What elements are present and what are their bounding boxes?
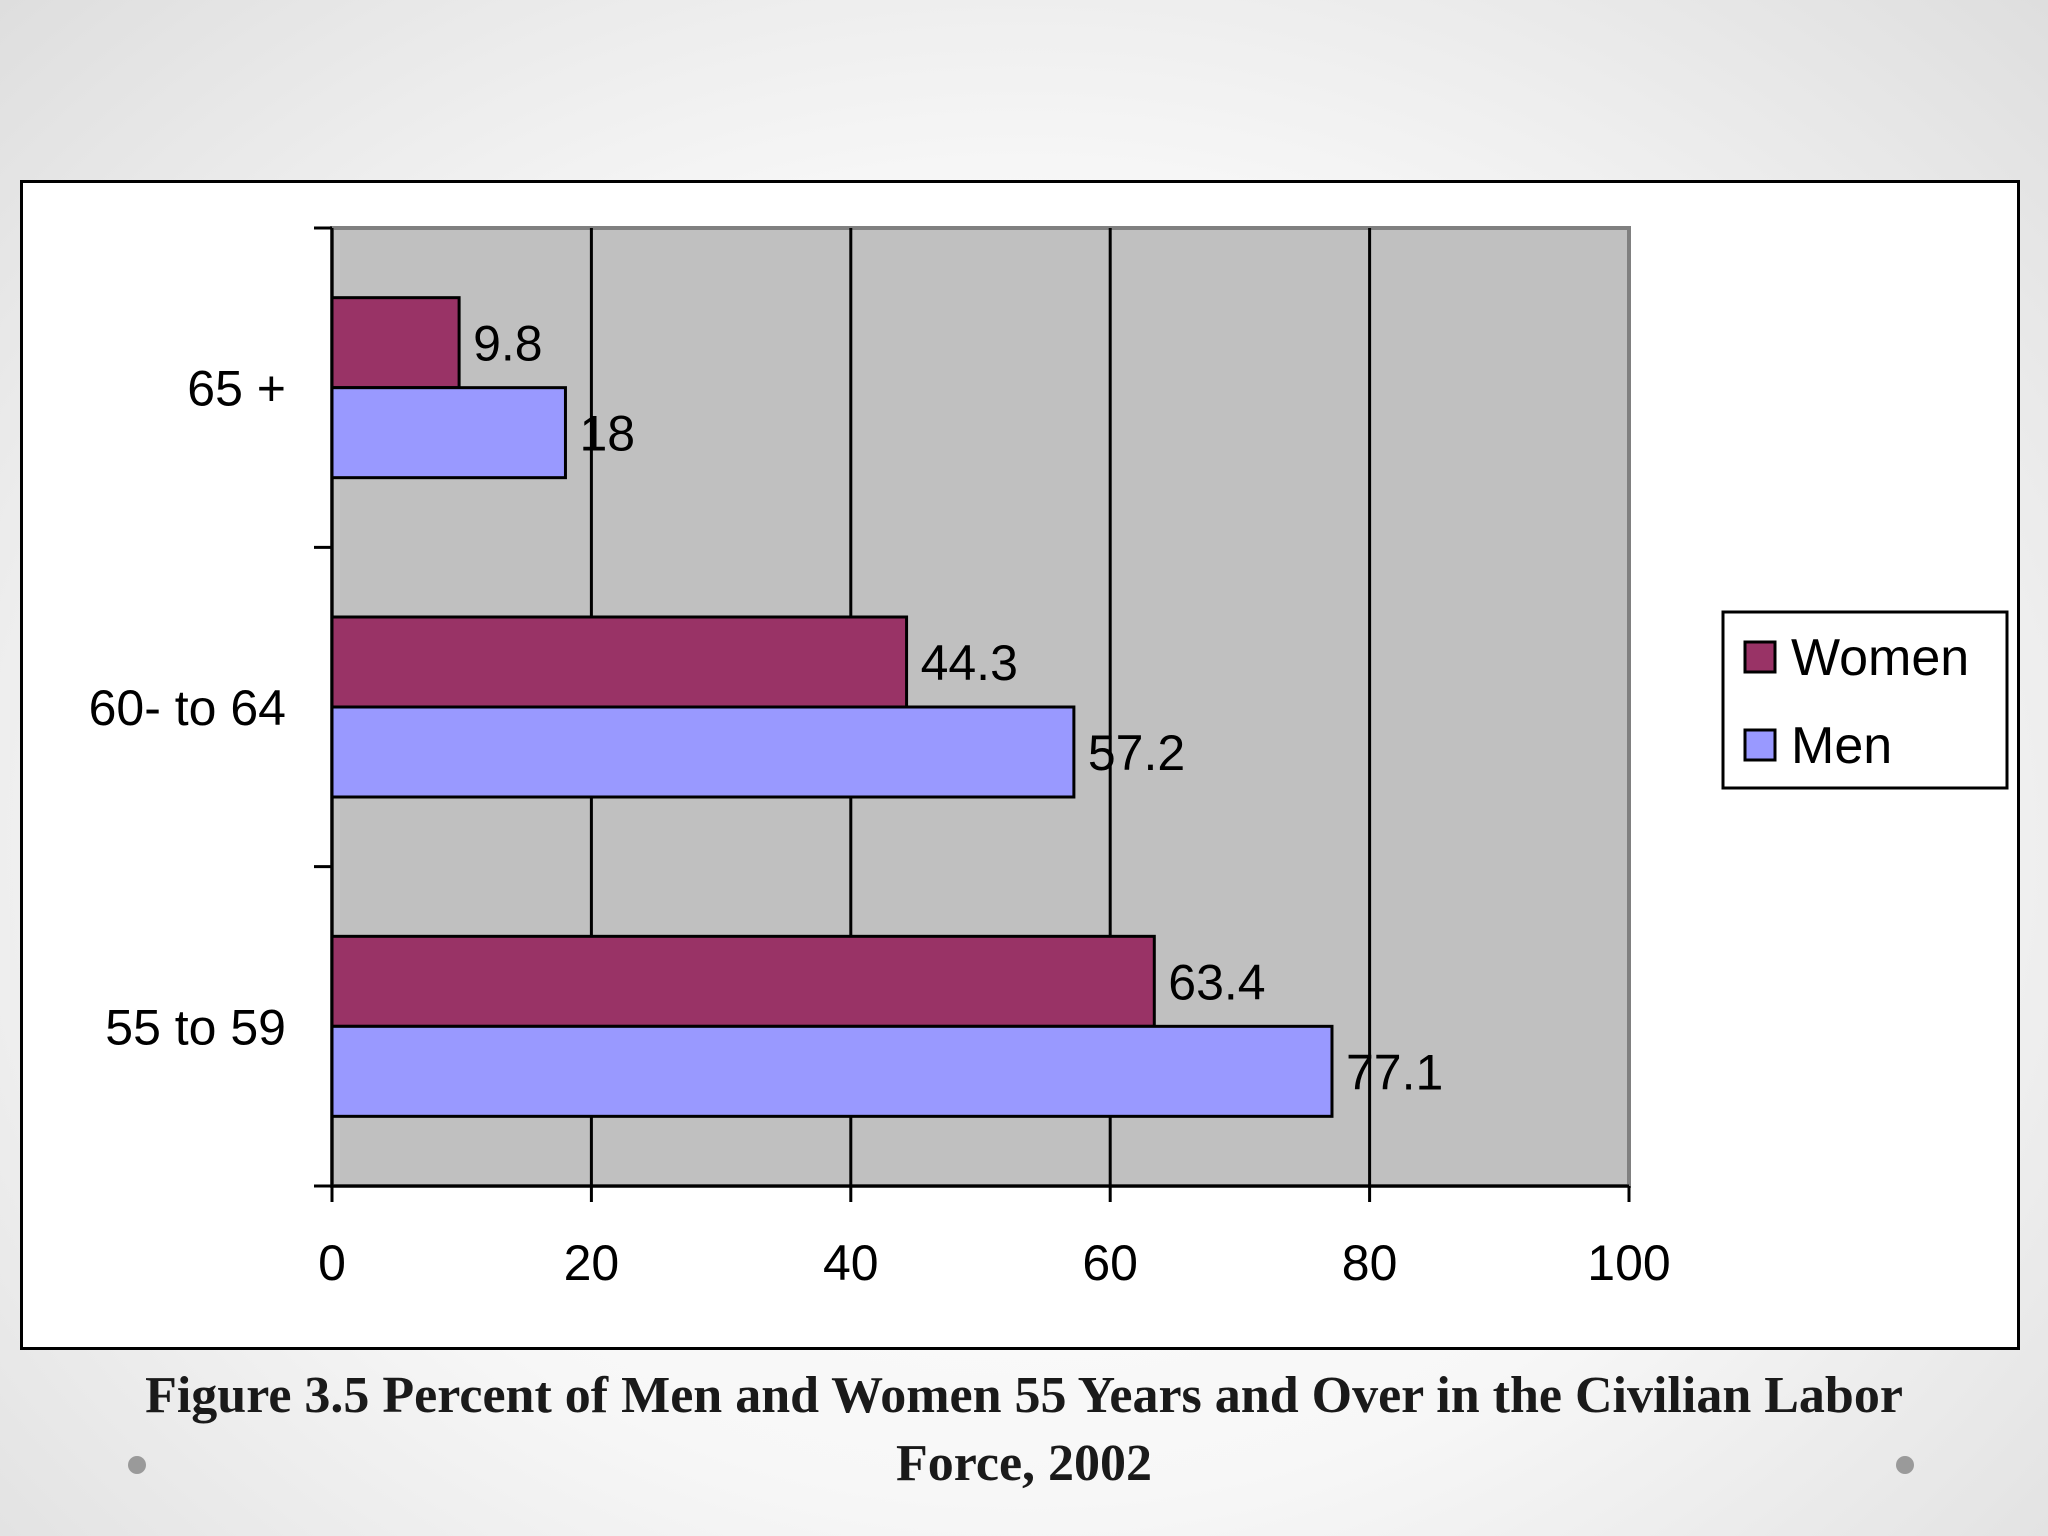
- bar-women: [330, 615, 909, 709]
- data-label-women: 63.4: [1168, 954, 1265, 1010]
- bar-chart: 0 20 40 60 80 100 65 + 9.8 18 60- to 64 44.3 57.2 55…: [89, 226, 2009, 1291]
- bar-men: [330, 705, 1076, 799]
- data-label-women: 9.8: [473, 316, 543, 372]
- bar-women: [330, 296, 461, 390]
- data-label-men: 77.1: [1346, 1044, 1443, 1100]
- data-label-men: 57.2: [1088, 725, 1185, 781]
- legend-label-women: Women: [1791, 629, 1969, 687]
- category-label: 60- to 64: [89, 680, 286, 736]
- slide-bullet-right: [1896, 1456, 1914, 1474]
- bar-women: [330, 934, 1156, 1028]
- category-label: 55 to 59: [105, 999, 286, 1055]
- x-tick-label: 40: [823, 1235, 879, 1291]
- figure-caption: Figure 3.5 Percent of Men and Women 55 Y…: [0, 1362, 2048, 1498]
- legend-label-men: Men: [1791, 717, 1892, 775]
- category-label: 65 +: [187, 361, 286, 417]
- x-tick-label: 0: [318, 1235, 346, 1291]
- legend-swatch-men: [1743, 728, 1777, 762]
- chart-frame: 0 20 40 60 80 100 65 + 9.8 18 60- to 64 44.3 57.2 55…: [20, 180, 2020, 1350]
- x-tick-label: 100: [1587, 1235, 1670, 1291]
- caption-line-1: Figure 3.5 Percent of Men and Women 55 Y…: [145, 1367, 1903, 1424]
- data-label-men: 18: [579, 406, 635, 462]
- x-tick-label: 80: [1342, 1235, 1398, 1291]
- slide-bullet-left: [128, 1456, 146, 1474]
- bar-men: [330, 1024, 1334, 1118]
- legend-swatch-women: [1743, 640, 1777, 674]
- x-tick-label: 60: [1082, 1235, 1138, 1291]
- data-label-women: 44.3: [921, 635, 1018, 691]
- bar-men: [330, 386, 567, 480]
- caption-line-2: Force, 2002: [895, 1435, 1153, 1492]
- x-tick-label: 20: [564, 1235, 620, 1291]
